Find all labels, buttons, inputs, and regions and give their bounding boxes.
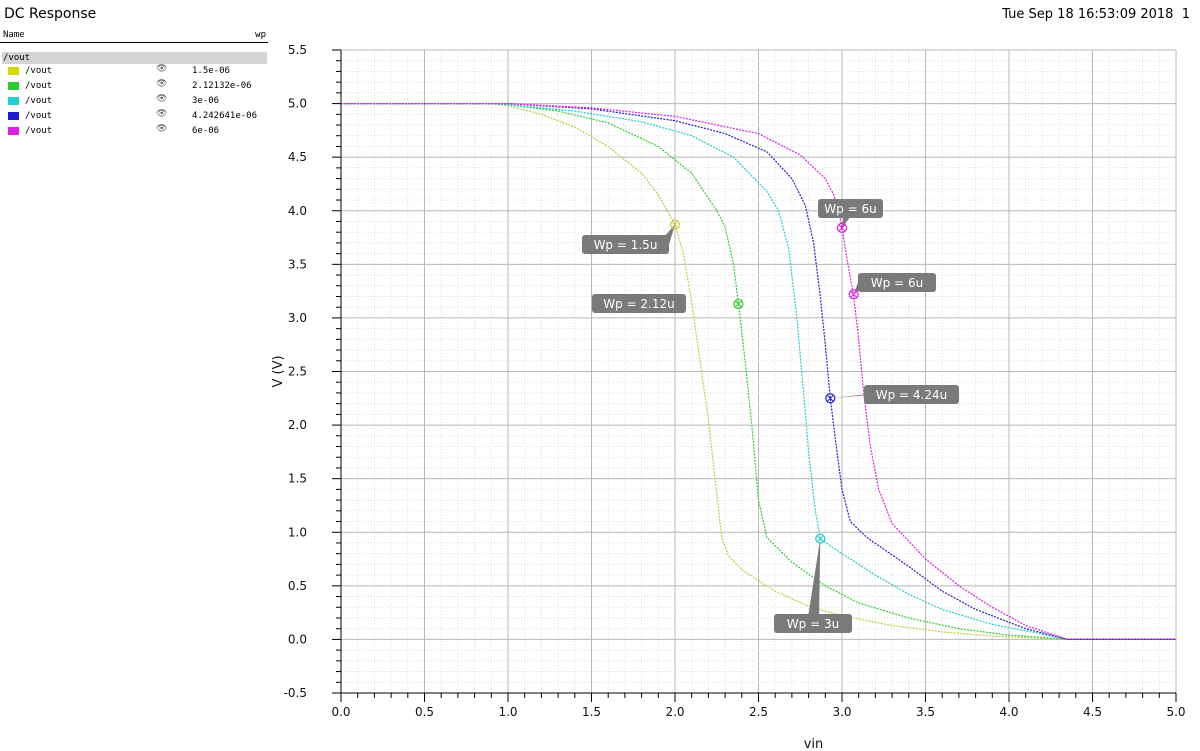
marker-point [733,298,744,310]
y-tick-label: 4.5 [288,150,307,164]
marker-pointer [807,538,821,624]
x-tick-label: 3.5 [916,705,935,719]
marker-cross [826,394,834,402]
legend-item-value: 1.5e-06 [192,66,230,76]
legend-item-value: 2.12132e-06 [192,81,252,91]
marker-point [836,222,848,233]
x-tick-label: 2.5 [749,705,768,719]
series-line [341,103,1176,640]
legend-panel: Name wp /vout /vout 👁 1.5e-06/vout 👁 2.12132… [0,30,268,139]
x-tick-label: 2.0 [665,705,684,719]
marker-label: Wp = 6u [824,202,876,216]
y-tick-label: -0.5 [284,686,307,700]
timestamp-text: Tue Sep 18 16:53:09 2018 [1002,7,1174,22]
marker-label: Wp = 3u [787,617,839,631]
legend-swatch [8,112,19,120]
legend-item[interactable]: /vout 👁 2.12132e-06 [0,79,268,94]
eye-icon[interactable]: 👁 [156,64,168,74]
x-tick-label: 0.5 [415,705,434,719]
legend-item[interactable]: /vout 👁 3e-06 [0,94,268,109]
legend-header: Name wp [0,30,268,43]
y-tick-label: 2.0 [288,418,307,432]
x-tick-label: 0.0 [331,705,350,719]
y-axis-label: V (V) [271,355,286,387]
legend-item-name: /vout [25,111,53,121]
x-tick-label: 1.5 [582,705,601,719]
marker-cross [816,535,824,543]
series-line [341,103,1176,640]
legend-item-name: /vout [25,66,53,76]
legend-swatch [8,97,19,105]
y-tick-label: 5.0 [288,97,307,111]
legend-header-name: Name [3,30,25,40]
marker-label-box [582,235,669,254]
y-tick-label: 4.0 [288,204,307,218]
marker-cross [671,221,679,229]
eye-icon[interactable]: 👁 [156,109,168,119]
series-line [341,103,1176,640]
legend-item[interactable]: /vout 👁 6e-06 [0,124,268,139]
window-title: DC Response [4,6,97,22]
y-tick-label: 3.0 [288,311,307,325]
eye-icon[interactable]: 👁 [156,94,168,104]
marker-label-box [818,199,883,218]
legend-swatch [8,82,19,90]
y-tick-label: 0.5 [288,579,307,593]
marker-point [815,533,826,544]
timestamp: Tue Sep 18 16:53:09 2018 1 [1002,7,1190,22]
legend-item-name: /vout [25,126,53,136]
marker-point [825,393,836,404]
legend-item-name: /vout [25,81,53,91]
y-tick-label: 5.5 [288,43,307,57]
y-tick-label: 1.0 [288,525,307,539]
series-group [341,103,1176,640]
marker-label: Wp = 2.12u [603,297,675,311]
marker-cross [838,224,846,232]
legend-group-label: /vout [3,53,31,63]
legend-group[interactable]: /vout [2,52,267,64]
y-axis-ticks: 5.5 5.0 4.5 4.0 3.5 3.0 2.5 2.0 1.5 1.0 0.5 0.0 -0.5 [284,43,341,700]
marker-label: Wp = 6u [871,276,923,290]
marker-label-box [592,294,686,313]
x-axis-ticks: 0.0 0.5 1.0 1.5 2.0 2.5 3.0 3.5 4.0 4.5 5.0 [331,693,1186,719]
legend-item[interactable]: /vout 👁 1.5e-06 [0,64,268,79]
eye-icon[interactable]: 👁 [156,124,168,134]
y-tick-label: 1.5 [288,472,307,486]
x-axis-label: vin [804,737,824,751]
y-tick-label: 0.0 [288,632,307,646]
legend-item-value: 3e-06 [192,96,220,106]
grid-lines [340,49,1177,694]
legend-swatch [8,127,19,135]
marker-label: Wp = 4.24u [876,388,948,402]
marker-label: Wp = 1.5u [594,238,658,252]
legend-item-value: 4.242641e-06 [192,111,258,121]
legend-header-param: wp [255,30,266,40]
legend-item-value: 6e-06 [192,126,220,136]
marker-label-box [858,273,936,292]
y-tick-label: 3.5 [288,257,307,271]
marker-group: Wp = 1.5u Wp = 2.12u Wp = 3u Wp = 4.24u Wp =… [582,199,959,633]
x-tick-label: 3.0 [832,705,851,719]
legend-item-name: /vout [25,96,53,106]
y-tick-label: 2.5 [288,365,307,379]
x-tick-label: 5.0 [1166,705,1185,719]
x-tick-label: 4.0 [999,705,1018,719]
marker-label-box [864,385,959,404]
legend-item[interactable]: /vout 👁 4.242641e-06 [0,109,268,124]
legend-list: /vout 👁 1.5e-06/vout 👁 2.12132e-06/vout 👁 3e-0… [0,64,268,139]
marker-pointer [657,224,675,245]
marker-cross [850,290,858,298]
legend-swatch [8,67,19,75]
marker-label-box [774,614,852,633]
marker-point [848,289,859,300]
marker-point [669,219,681,230]
marker-cross [735,300,742,308]
page-number: 1 [1181,7,1190,22]
x-tick-label: 1.0 [498,705,517,719]
eye-icon[interactable]: 👁 [156,79,168,89]
x-tick-label: 4.5 [1083,705,1102,719]
